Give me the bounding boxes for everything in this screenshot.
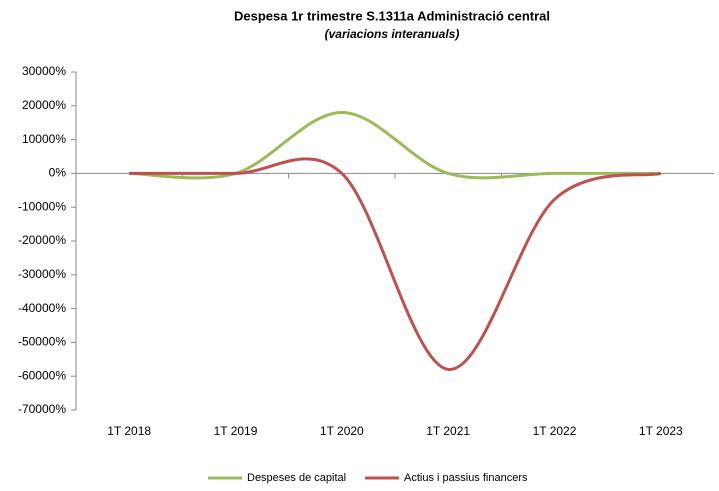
x-tick-label: 1T 2018 [107, 424, 151, 438]
chart-title: Despesa 1r trimestre S.1311a Administrac… [234, 8, 550, 23]
chart-subtitle: (variacions interanuals) [325, 27, 460, 41]
x-tick-label: 1T 2019 [214, 424, 258, 438]
x-tick-label: 1T 2020 [320, 424, 364, 438]
y-tick-label: 0% [49, 166, 67, 180]
series-line [129, 157, 662, 371]
x-tick-label: 1T 2021 [426, 424, 470, 438]
legend-label: Actius i passius financers [404, 472, 528, 484]
y-tick-label: 20000% [22, 98, 66, 112]
series-line [129, 111, 661, 180]
y-tick-label: -70000% [18, 402, 66, 416]
y-tick-label: 30000% [22, 64, 66, 78]
y-tick-label: -50000% [18, 335, 66, 349]
x-tick-label: 1T 2023 [639, 424, 683, 438]
y-tick-label: 10000% [22, 132, 66, 146]
legend-label: Despeses de capital [247, 472, 346, 484]
y-tick-label: -20000% [18, 233, 66, 247]
y-tick-label: -30000% [18, 267, 66, 281]
y-tick-label: -40000% [18, 301, 66, 315]
y-tick-label: -10000% [18, 199, 66, 213]
y-tick-label: -60000% [18, 368, 66, 382]
x-tick-label: 1T 2022 [533, 424, 577, 438]
